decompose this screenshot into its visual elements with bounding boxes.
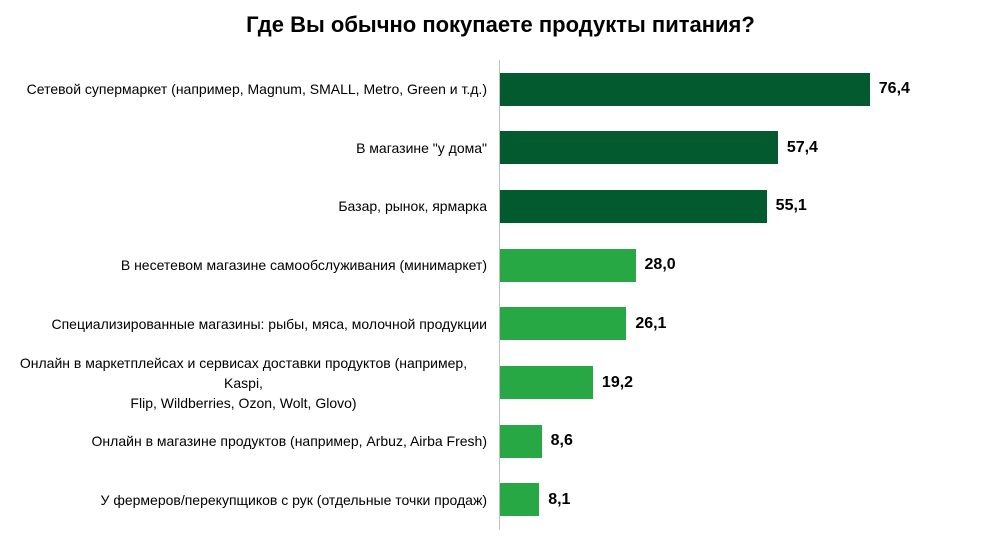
bar: [500, 483, 540, 517]
bar: [500, 307, 627, 341]
bar: [500, 424, 542, 458]
value-label: 57,4: [786, 138, 818, 156]
axis-line: [499, 60, 500, 530]
category-label: У фермеров/перекупщиков с рук (отдельные…: [100, 491, 487, 508]
value-label: 28,0: [644, 256, 676, 274]
category-label: В магазине "у дома": [356, 139, 487, 156]
bar: [500, 189, 767, 223]
category-label: Сетевой супермаркет (например, Magnum, S…: [26, 81, 487, 97]
bar: [500, 72, 870, 106]
category-label: Специализированные магазины: рыбы, мяса,…: [51, 315, 487, 332]
value-label: 55,1: [775, 197, 807, 215]
value-label: 76,4: [878, 80, 910, 97]
category-label: В несетевом магазине самообслуживания (м…: [120, 257, 487, 274]
bar: [500, 131, 778, 165]
category-label: Онлайн в маркетплейсах и сервисах достав…: [19, 354, 468, 411]
category-label: Базар, рынок, ярмарка: [338, 198, 487, 215]
bar: [500, 248, 636, 282]
value-label: 8,1: [548, 490, 571, 508]
category-label: Онлайн в магазине продуктов (например, A…: [91, 433, 487, 450]
bar: [500, 366, 593, 399]
value-label: 26,1: [635, 314, 667, 332]
value-label: 19,2: [601, 373, 634, 391]
chart-title: Где Вы обычно покупаете продукты питания…: [246, 12, 755, 37]
value-label: 8,6: [550, 432, 573, 450]
